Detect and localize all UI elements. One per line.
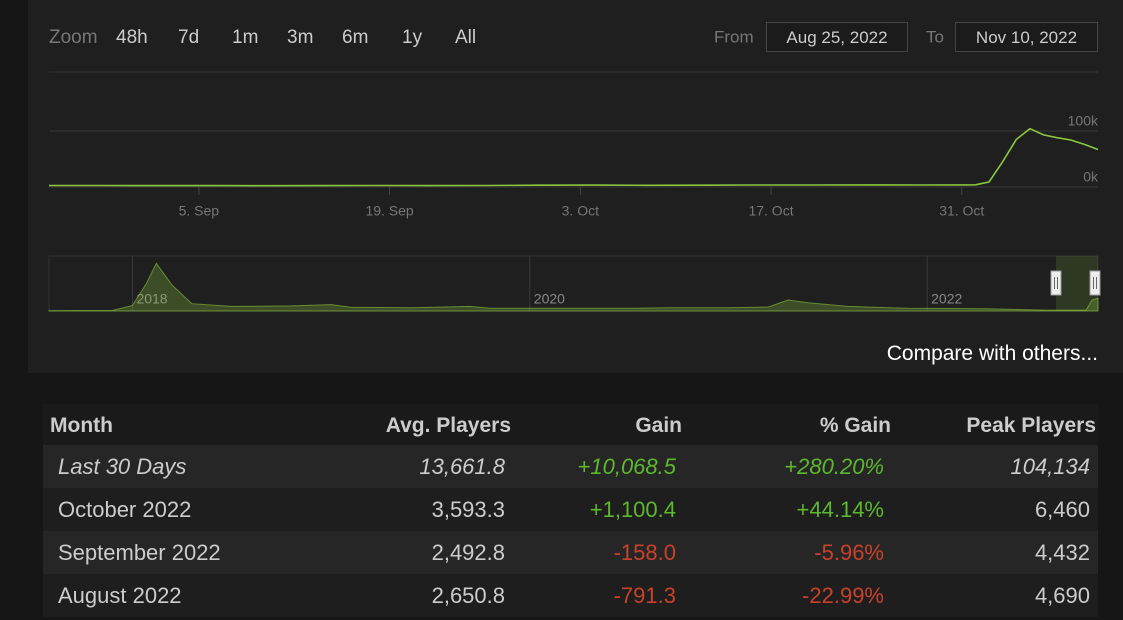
table-cell: +1,100.4	[589, 497, 676, 522]
table-cell: +44.14%	[796, 497, 884, 522]
table-row: October 2022 3,593.3 +1,100.4 +44.14% 6,460	[43, 488, 1098, 531]
x-tick-label: 17. Oct	[748, 203, 793, 219]
column-header: Avg. Players	[385, 414, 511, 437]
zoom-button[interactable]: 3m	[287, 27, 313, 48]
table-cell: +280.20%	[784, 454, 884, 479]
table-cell: 2,492.8	[431, 540, 505, 565]
chart: Zoom From To 48h 7d 1m 3m 6m 1y All 0k 100k 5. Se…	[48, 27, 1101, 312]
column-header: % Gain	[819, 414, 891, 437]
y-tick-label: 0k	[1083, 169, 1099, 185]
x-tick-label: 2020	[534, 291, 565, 307]
table-cell: September 2022	[58, 540, 221, 565]
table-cell: August 2022	[58, 583, 182, 608]
stats-table: Month Avg. Players Gain % Gain Peak Players L…	[43, 404, 1098, 617]
table-cell: +10,068.5	[577, 454, 676, 479]
table-cell: Last 30 Days	[58, 454, 187, 479]
x-tick-label: 2022	[931, 291, 962, 307]
table-cell: October 2022	[58, 497, 192, 522]
to-input[interactable]: Nov 10, 2022	[955, 22, 1098, 52]
table-cell: -22.99%	[802, 583, 884, 608]
table-cell: 4,432	[1034, 540, 1090, 565]
zoom-button[interactable]: 1y	[402, 27, 423, 48]
compare-link[interactable]: Compare with others...	[886, 342, 1098, 365]
navigator-handle[interactable]	[1050, 270, 1062, 296]
navigator-handle[interactable]	[1089, 270, 1101, 296]
table-cell: 13,661.8	[419, 454, 505, 479]
table-cell: 3,593.3	[431, 497, 505, 522]
zoom-label: Zoom	[49, 27, 98, 48]
navigator-area	[48, 262, 1099, 312]
table-cell: -791.3	[613, 583, 676, 608]
to-label: To	[926, 27, 944, 46]
table-cell: 4,690	[1034, 583, 1090, 608]
zoom-button[interactable]: 6m	[342, 27, 368, 48]
table-cell: -5.96%	[814, 540, 884, 565]
zoom-button[interactable]: 7d	[178, 27, 199, 48]
x-tick-label: 19. Sep	[365, 203, 413, 219]
x-tick-label: 3. Oct	[562, 203, 599, 219]
zoom-button[interactable]: 1m	[232, 27, 258, 48]
table-cell: 2,650.8	[431, 583, 505, 608]
zoom-button[interactable]: 48h	[116, 27, 148, 48]
y-tick-label: 100k	[1068, 113, 1099, 129]
table-header: Month Avg. Players Gain % Gain Peak Players	[43, 404, 1098, 445]
column-header: Gain	[635, 414, 682, 437]
table-cell: 6,460	[1034, 497, 1090, 522]
column-header: Peak Players	[966, 414, 1096, 437]
table-row: September 2022 2,492.8 -158.0 -5.96% 4,432	[43, 531, 1098, 574]
x-tick-label: 5. Sep	[179, 203, 220, 219]
x-tick-label: 31. Oct	[939, 203, 984, 219]
table-row: August 2022 2,650.8 -791.3 -22.99% 4,690	[43, 574, 1098, 617]
from-input[interactable]: Aug 25, 2022	[766, 22, 908, 52]
table-cell: -158.0	[613, 540, 676, 565]
table-cell: 104,134	[1010, 454, 1090, 479]
from-label: From	[714, 27, 754, 46]
table-row: Last 30 Days 13,661.8 +10,068.5 +280.20% 104…	[43, 445, 1098, 488]
zoom-button[interactable]: All	[455, 27, 476, 48]
player-line	[49, 127, 1099, 187]
x-tick-label: 2018	[136, 291, 167, 307]
column-header: Month	[50, 414, 113, 437]
